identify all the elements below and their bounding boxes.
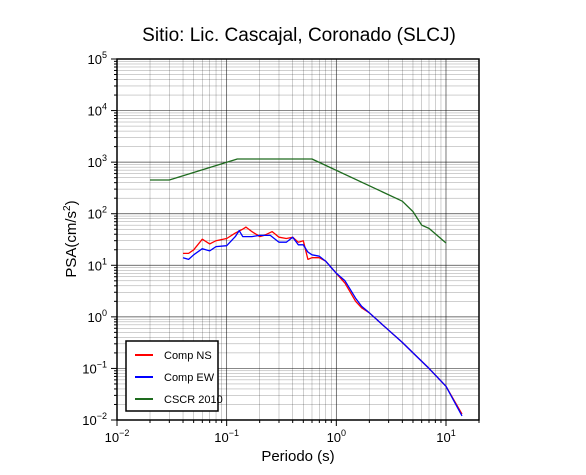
y-tick-label: 104 (88, 102, 107, 119)
y-axis-label-sup: 2 (62, 205, 73, 211)
series-line-cscr-2010 (150, 158, 447, 244)
y-tick-label: 103 (88, 153, 107, 170)
legend-label: CSCR 2010 (164, 394, 223, 406)
y-tick-label: 10−1 (82, 359, 107, 376)
y-tick-label: 102 (88, 205, 107, 222)
y-axis-label: PSA(cm/s2) (62, 200, 80, 277)
axis-ticks: 10−2 10−1 100 101 10−2 10−1 100 101 102 103 104 105 (82, 50, 480, 445)
x-tick-label: 10−1 (214, 428, 239, 445)
x-tick-label: 101 (436, 428, 455, 445)
legend-item: Comp NS (135, 350, 212, 362)
y-axis-label-close: ) (63, 200, 80, 205)
x-tick-label: 100 (327, 428, 346, 445)
y-tick-label: 10−2 (82, 411, 107, 428)
series-layer (150, 158, 463, 417)
y-tick-label: 100 (88, 308, 107, 325)
legend-label: Comp EW (164, 372, 215, 384)
legend-item: CSCR 2010 (135, 394, 223, 406)
x-tick-label: 10−2 (105, 428, 130, 445)
legend-label: Comp NS (164, 350, 212, 362)
grid-lines (116, 58, 480, 421)
legend: Comp NS Comp EW CSCR 2010 (125, 340, 223, 412)
plot-frame (116, 58, 480, 421)
y-tick-label: 101 (88, 256, 107, 273)
chart-title: Sitio: Lic. Cascajal, Coronado (SLCJ) (142, 25, 456, 46)
y-axis-label-main: PSA(cm/s (63, 211, 80, 278)
series-line-comp-ew (182, 229, 463, 417)
y-tick-label: 105 (88, 50, 107, 67)
x-axis-label: Periodo (s) (261, 448, 334, 465)
legend-item: Comp EW (135, 372, 215, 384)
